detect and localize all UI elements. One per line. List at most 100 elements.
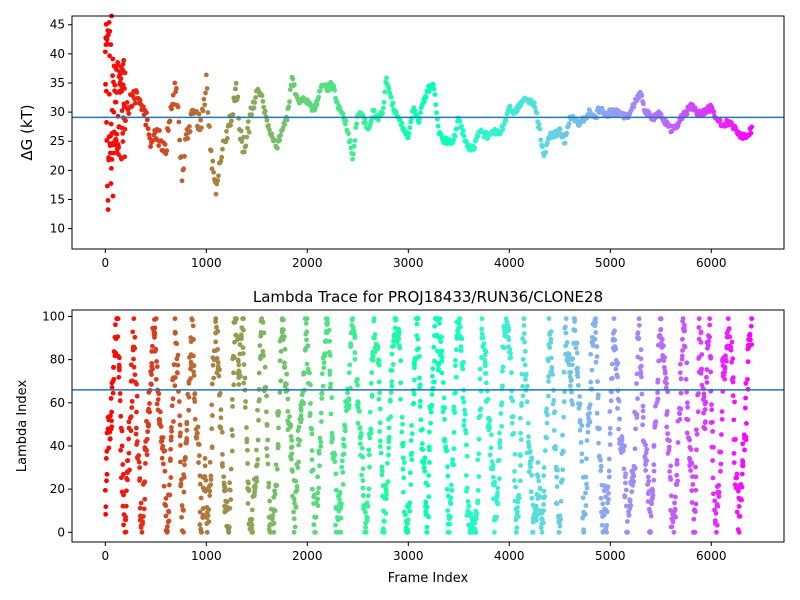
lambda-point — [355, 376, 360, 382]
delta-g-point — [113, 137, 119, 143]
lambda-point — [541, 520, 546, 526]
lambda-point — [133, 431, 139, 437]
lambda-point — [301, 400, 307, 406]
lambda-point — [527, 448, 533, 454]
lambda-point — [224, 499, 230, 505]
lambda-point — [600, 501, 606, 507]
lambda-point — [133, 379, 138, 385]
lambda-point — [556, 529, 562, 535]
delta-g-point — [110, 56, 116, 62]
lambda-point — [567, 383, 573, 389]
lambda-point — [640, 408, 646, 414]
lambda-point — [237, 342, 243, 347]
lambda-point — [245, 461, 250, 466]
lambda-point — [332, 459, 338, 465]
lambda-point — [311, 492, 317, 498]
lambda-point — [367, 409, 373, 415]
lambda-point — [166, 518, 172, 524]
lambda-point — [396, 343, 402, 349]
lambda-point — [180, 507, 186, 513]
x-tick-label: 4000 — [494, 256, 525, 270]
delta-g-point — [376, 117, 381, 123]
y-tick-label: 15 — [50, 192, 65, 206]
delta-g-y-ticks: 10 15 20 25 30 35 40 45 — [50, 18, 72, 236]
lambda-point — [635, 331, 641, 337]
lambda-point — [280, 337, 286, 342]
y-tick-label: 30 — [50, 105, 65, 119]
delta-g-point — [113, 99, 119, 105]
lambda-point — [272, 491, 278, 497]
lambda-point — [122, 529, 128, 535]
lambda-point — [288, 422, 294, 428]
lambda-point — [127, 467, 132, 473]
delta-g-point — [174, 85, 179, 91]
lambda-point — [202, 463, 208, 469]
lambda-point — [497, 430, 502, 436]
lambda-point — [684, 400, 690, 406]
lambda-point — [329, 395, 335, 401]
lambda-point — [228, 497, 234, 502]
lambda-point — [706, 338, 712, 344]
lambda-point — [484, 380, 489, 386]
lambda-point — [710, 458, 715, 463]
lambda-point — [362, 509, 368, 515]
lambda-point — [130, 329, 136, 335]
lambda-point — [377, 390, 383, 396]
lambda-point — [138, 500, 144, 506]
lambda-point — [241, 327, 246, 333]
delta-g-point — [111, 109, 117, 115]
lambda-point — [164, 529, 170, 535]
lambda-point — [667, 469, 672, 474]
lambda-point — [415, 336, 421, 342]
lambda-point — [442, 405, 448, 411]
lambda-point — [458, 348, 464, 354]
lambda-point — [585, 429, 591, 435]
lambda-point — [210, 413, 215, 418]
lambda-point — [440, 409, 446, 415]
delta-g-point — [346, 131, 351, 137]
lambda-point — [412, 362, 418, 367]
lambda-point — [696, 325, 702, 330]
lambda-point — [490, 462, 496, 468]
lambda-point — [296, 459, 302, 465]
lambda-point — [431, 344, 437, 350]
delta-g-point — [416, 120, 422, 125]
lambda-point — [695, 409, 701, 415]
lambda-point — [688, 468, 693, 473]
lambda-point — [560, 448, 566, 454]
lambda-point — [417, 398, 423, 404]
lambda-point — [164, 524, 170, 529]
lambda-point — [729, 339, 735, 345]
delta-g-point — [317, 88, 323, 94]
lambda-point — [657, 316, 663, 322]
lambda-point — [420, 447, 426, 453]
lambda-point — [611, 316, 617, 322]
lambda-point — [694, 447, 699, 453]
lambda-point — [298, 419, 304, 425]
delta-g-point — [407, 125, 413, 131]
lambda-point — [363, 525, 369, 530]
delta-g-point — [259, 93, 265, 99]
lambda-point — [383, 482, 389, 488]
y-tick-label: 20 — [50, 482, 65, 496]
lambda-point — [709, 419, 715, 425]
lambda-point — [242, 375, 248, 381]
delta-g-point — [218, 158, 224, 164]
lambda-point — [424, 504, 430, 510]
delta-g-point — [122, 126, 128, 132]
lambda-point — [138, 525, 144, 531]
lambda-point — [696, 391, 701, 396]
lambda-point — [284, 371, 290, 377]
delta-g-point — [422, 98, 427, 104]
delta-g-point — [200, 108, 206, 114]
lambda-point — [548, 329, 554, 335]
lambda-point — [210, 362, 216, 368]
lambda-point — [366, 447, 372, 453]
lambda-point — [541, 502, 547, 507]
lambda-point — [449, 487, 455, 493]
lambda-points — [102, 316, 755, 535]
lambda-point — [744, 420, 749, 426]
lambda-point — [364, 500, 370, 506]
lambda-point — [581, 529, 586, 535]
lambda-point — [252, 485, 258, 491]
